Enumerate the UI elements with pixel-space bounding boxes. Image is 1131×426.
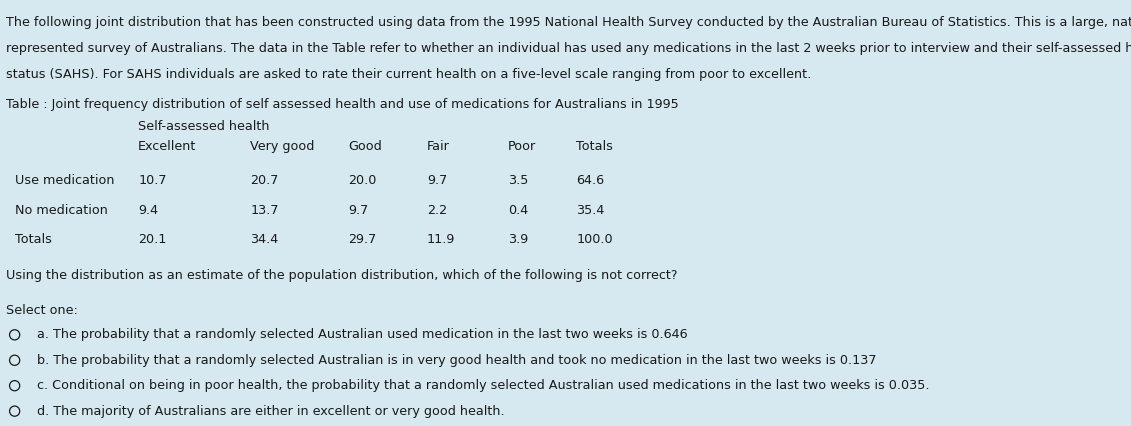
Text: represented survey of Australians. The data in the Table refer to whether an ind: represented survey of Australians. The d…	[6, 42, 1131, 55]
Text: c. Conditional on being in poor health, the probability that a randomly selected: c. Conditional on being in poor health, …	[37, 378, 930, 391]
Text: 64.6: 64.6	[576, 173, 604, 187]
Text: 100.0: 100.0	[576, 233, 613, 246]
Text: 29.7: 29.7	[348, 233, 377, 246]
Text: No medication: No medication	[15, 203, 107, 216]
Text: Table : Joint frequency distribution of self assessed health and use of medicati: Table : Joint frequency distribution of …	[6, 98, 679, 111]
Text: Using the distribution as an estimate of the population distribution, which of t: Using the distribution as an estimate of…	[6, 268, 677, 281]
Text: Self-assessed health: Self-assessed health	[138, 119, 269, 132]
Text: 9.7: 9.7	[426, 173, 447, 187]
Text: Good: Good	[348, 140, 382, 153]
Text: 3.9: 3.9	[508, 233, 528, 246]
Text: 20.1: 20.1	[138, 233, 166, 246]
Text: 13.7: 13.7	[250, 203, 279, 216]
Text: b. The probability that a randomly selected Australian is in very good health an: b. The probability that a randomly selec…	[37, 353, 877, 366]
Text: status (SAHS). For SAHS individuals are asked to rate their current health on a : status (SAHS). For SAHS individuals are …	[6, 68, 811, 81]
Text: Use medication: Use medication	[15, 173, 114, 187]
Text: 0.4: 0.4	[508, 203, 528, 216]
Text: Excellent: Excellent	[138, 140, 197, 153]
Text: Totals: Totals	[576, 140, 613, 153]
Text: Fair: Fair	[426, 140, 450, 153]
Text: Select one:: Select one:	[6, 303, 78, 316]
Text: Very good: Very good	[250, 140, 314, 153]
Text: 11.9: 11.9	[426, 233, 455, 246]
Text: 20.7: 20.7	[250, 173, 279, 187]
Text: Totals: Totals	[15, 233, 52, 246]
Text: 3.5: 3.5	[508, 173, 528, 187]
Text: d. The majority of Australians are either in excellent or very good health.: d. The majority of Australians are eithe…	[37, 403, 504, 417]
Text: a. The probability that a randomly selected Australian used medication in the la: a. The probability that a randomly selec…	[37, 328, 688, 340]
Text: 9.7: 9.7	[348, 203, 369, 216]
Text: 34.4: 34.4	[250, 233, 278, 246]
Text: 9.4: 9.4	[138, 203, 158, 216]
Text: 20.0: 20.0	[348, 173, 377, 187]
Text: Poor: Poor	[508, 140, 536, 153]
Text: 2.2: 2.2	[426, 203, 447, 216]
Text: 35.4: 35.4	[576, 203, 605, 216]
Text: 10.7: 10.7	[138, 173, 166, 187]
Text: The following joint distribution that has been constructed using data from the 1: The following joint distribution that ha…	[6, 16, 1131, 29]
